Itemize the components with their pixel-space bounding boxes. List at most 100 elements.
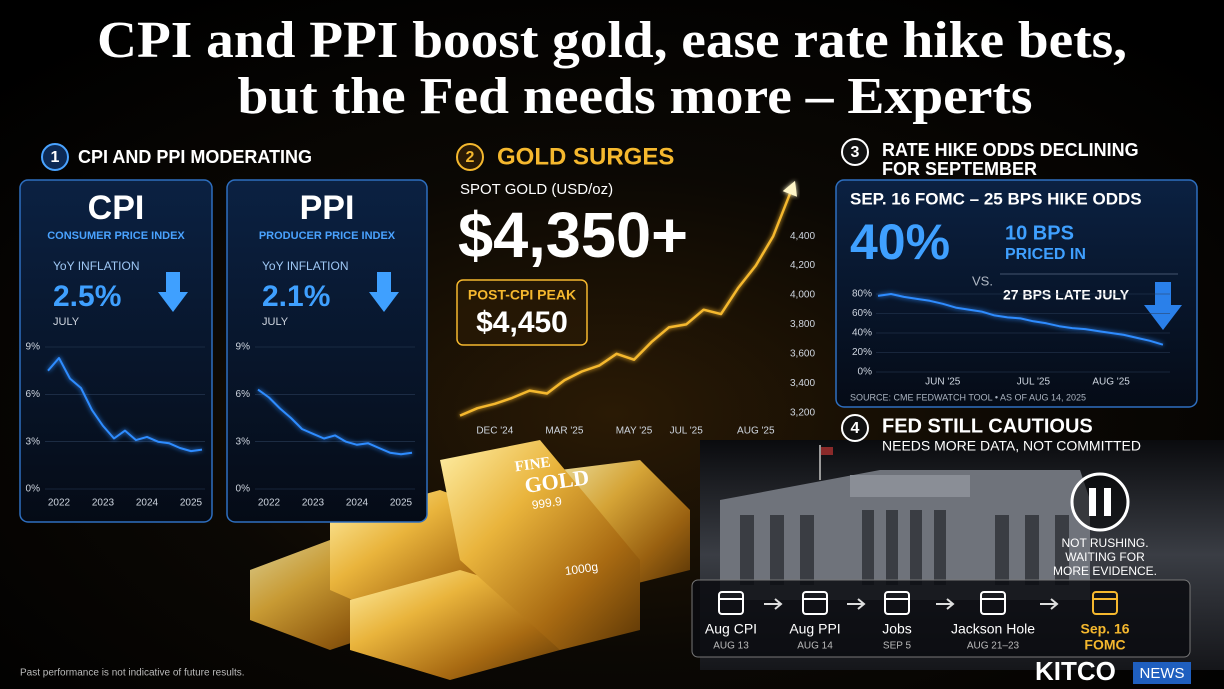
data-line xyxy=(47,357,203,453)
badge: NEWS xyxy=(1140,665,1185,682)
timeline-icon xyxy=(884,591,910,615)
section-heading: FED STILL CAUTIOUS xyxy=(882,415,1093,437)
y-tick-label: 9% xyxy=(26,342,41,353)
y-tick-label: 9% xyxy=(236,342,251,353)
y-tick-label: 3,400 xyxy=(790,378,815,389)
x-tick-label: 2025 xyxy=(390,498,413,509)
panel-title: SEP. 16 FOMC – 25 BPS HIKE ODDS xyxy=(850,189,1142,208)
timeline-date: AUG 13 xyxy=(713,641,749,652)
timeline-date: AUG 21–23 xyxy=(967,641,1020,652)
x-tick-label: 2024 xyxy=(136,498,159,509)
x-tick-label: JUN '25 xyxy=(925,377,961,388)
brand: KITCO xyxy=(1035,656,1116,686)
x-tick-label: 2022 xyxy=(48,498,71,509)
x-tick-label: 2023 xyxy=(302,498,325,509)
priced-in-value: 10 BPS xyxy=(1005,222,1074,244)
x-tick-label: 2024 xyxy=(346,498,369,509)
x-tick-label: 2023 xyxy=(92,498,115,509)
timeline-icon xyxy=(718,591,744,615)
x-tick-label: MAY '25 xyxy=(616,426,653,437)
y-tick-label: 3% xyxy=(236,436,251,447)
section-number: 2 xyxy=(466,149,475,166)
section-badge xyxy=(41,143,69,171)
pause-icon xyxy=(1070,472,1130,532)
timeline-label: Aug PPI xyxy=(789,621,840,637)
down-arrow xyxy=(158,272,188,312)
y-tick-label: 80% xyxy=(852,289,872,300)
peak-box xyxy=(456,279,588,346)
section-heading: GOLD SURGES xyxy=(497,143,674,170)
cpi-name: CPI xyxy=(88,189,145,227)
x-tick-label: MAR '25 xyxy=(545,426,583,437)
y-tick-label: 3% xyxy=(26,436,41,447)
source-note: SOURCE: CME FEDWATCH TOOL • AS OF AUG 14… xyxy=(850,392,1086,402)
timeline-arrow xyxy=(936,598,955,610)
gold-price: $4,350+ xyxy=(458,199,688,271)
late-july: 27 BPS LATE JULY xyxy=(1003,287,1130,303)
x-tick-label: AUG '25 xyxy=(1092,377,1130,388)
timeline-arrow xyxy=(764,598,783,610)
gold-label: SPOT GOLD (USD/oz) xyxy=(460,181,613,198)
y-tick-label: 0% xyxy=(26,484,41,495)
y-tick-label: 40% xyxy=(852,328,872,339)
cpi-value: 2.5% xyxy=(53,280,121,313)
x-tick-label: 2025 xyxy=(180,498,203,509)
ppi-name: PPI xyxy=(300,189,355,227)
vs-label: VS. xyxy=(972,273,993,288)
y-tick-label: 4,400 xyxy=(790,231,815,242)
section-subheading: NEEDS MORE DATA, NOT COMMITTED xyxy=(882,438,1141,454)
timeline-arrow xyxy=(847,598,866,610)
y-tick-label: 20% xyxy=(852,347,872,358)
cpi-subtitle: CONSUMER PRICE INDEX xyxy=(47,230,185,242)
y-tick-label: 60% xyxy=(852,308,872,319)
section-number: 4 xyxy=(851,420,860,437)
y-tick-label: 0% xyxy=(858,367,873,378)
cpi-period: JULY xyxy=(53,316,80,328)
cpi-panel xyxy=(19,179,213,523)
data-line xyxy=(459,191,792,417)
timeline-date: SEP 5 xyxy=(883,641,912,652)
timeline-arrow xyxy=(1040,598,1059,610)
title-line-2: but the Fed needs more – Experts xyxy=(238,68,1033,125)
svg-text:1000g: 1000g xyxy=(564,560,599,579)
disclaimer: Past performance is not indicative of fu… xyxy=(20,668,245,679)
badge-bg xyxy=(1133,662,1191,684)
svg-text:FINE: FINE xyxy=(514,455,552,476)
down-arrow xyxy=(1144,282,1182,330)
y-tick-label: 0% xyxy=(236,484,251,495)
x-tick-label: AUG '25 xyxy=(737,426,775,437)
peak-value: $4,450 xyxy=(476,306,568,339)
y-tick-label: 3,600 xyxy=(790,348,815,359)
data-line xyxy=(877,293,1164,346)
data-line xyxy=(257,388,413,456)
section-badge xyxy=(456,143,484,171)
y-tick-label: 4,200 xyxy=(790,260,815,271)
ppi-panel xyxy=(226,179,428,523)
timeline: Aug CPI AUG 13 Aug PPI AUG 14 Jobs SEP 5 Jacks… xyxy=(705,591,1130,653)
section-heading: CPI AND PPI MODERATING xyxy=(78,147,312,167)
timeline-label: Sep. 16 xyxy=(1080,621,1129,637)
section-heading: RATE HIKE ODDS DECLINING xyxy=(882,140,1139,160)
ppi-subtitle: PRODUCER PRICE INDEX xyxy=(259,230,396,242)
pause-bar xyxy=(1089,488,1096,516)
down-arrow xyxy=(369,272,399,312)
title-line-1: CPI and PPI boost gold, ease rate hike b… xyxy=(97,12,1127,69)
y-tick-label: 4,000 xyxy=(790,290,815,301)
y-tick-label: 3,800 xyxy=(790,319,815,330)
y-tick-label: 6% xyxy=(236,389,251,400)
ppi-period: JULY xyxy=(262,316,289,328)
timeline-label: Aug CPI xyxy=(705,621,757,637)
timeline-date: FOMC xyxy=(1084,637,1125,653)
note-line: MORE EVIDENCE. xyxy=(1053,564,1157,578)
peak-label: POST-CPI PEAK xyxy=(468,287,576,303)
svg-text:999.9: 999.9 xyxy=(531,494,563,512)
timeline-date: AUG 14 xyxy=(797,641,833,652)
cpi-metric-label: YoY INFLATION xyxy=(53,259,139,273)
y-tick-label: 6% xyxy=(26,389,41,400)
ppi-metric-label: YoY INFLATION xyxy=(262,259,348,273)
section-number: 3 xyxy=(851,144,860,161)
x-tick-label: DEC '24 xyxy=(476,426,513,437)
timeline-icon xyxy=(1092,591,1118,615)
pause-bar xyxy=(1104,488,1111,516)
